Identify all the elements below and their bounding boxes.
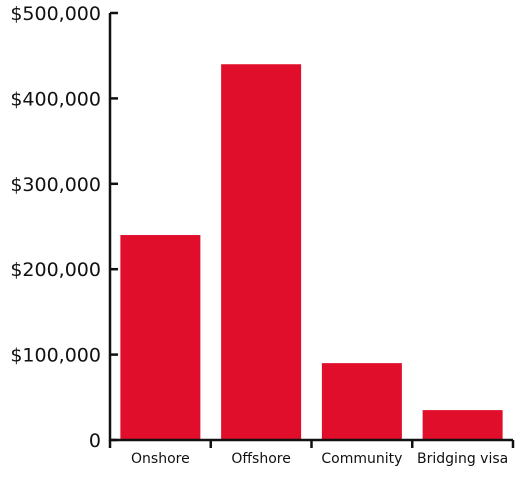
x-category-label: Bridging visa [417,451,508,467]
y-tick-label: 0 [89,430,101,452]
y-tick-label: $200,000 [10,259,101,281]
bars-group [120,64,503,441]
y-tick-label: $400,000 [10,88,101,110]
x-axis: Onshore Offshore Community Bridging visa [108,438,515,467]
bar-bridging-visa [422,410,503,440]
x-category-label: Offshore [231,451,290,467]
bar-community [321,363,402,440]
y-tick-label: $100,000 [10,345,101,367]
x-category-label: Community [321,451,402,467]
bar-offshore [221,64,302,441]
x-category-label: Onshore [131,451,190,467]
y-tick-label: $500,000 [10,3,101,25]
bar-onshore [120,235,201,440]
y-tick-label: $300,000 [10,174,101,196]
y-axis: 0 $100,000 $200,000 $300,000 $400,000 $500,00… [10,3,118,452]
